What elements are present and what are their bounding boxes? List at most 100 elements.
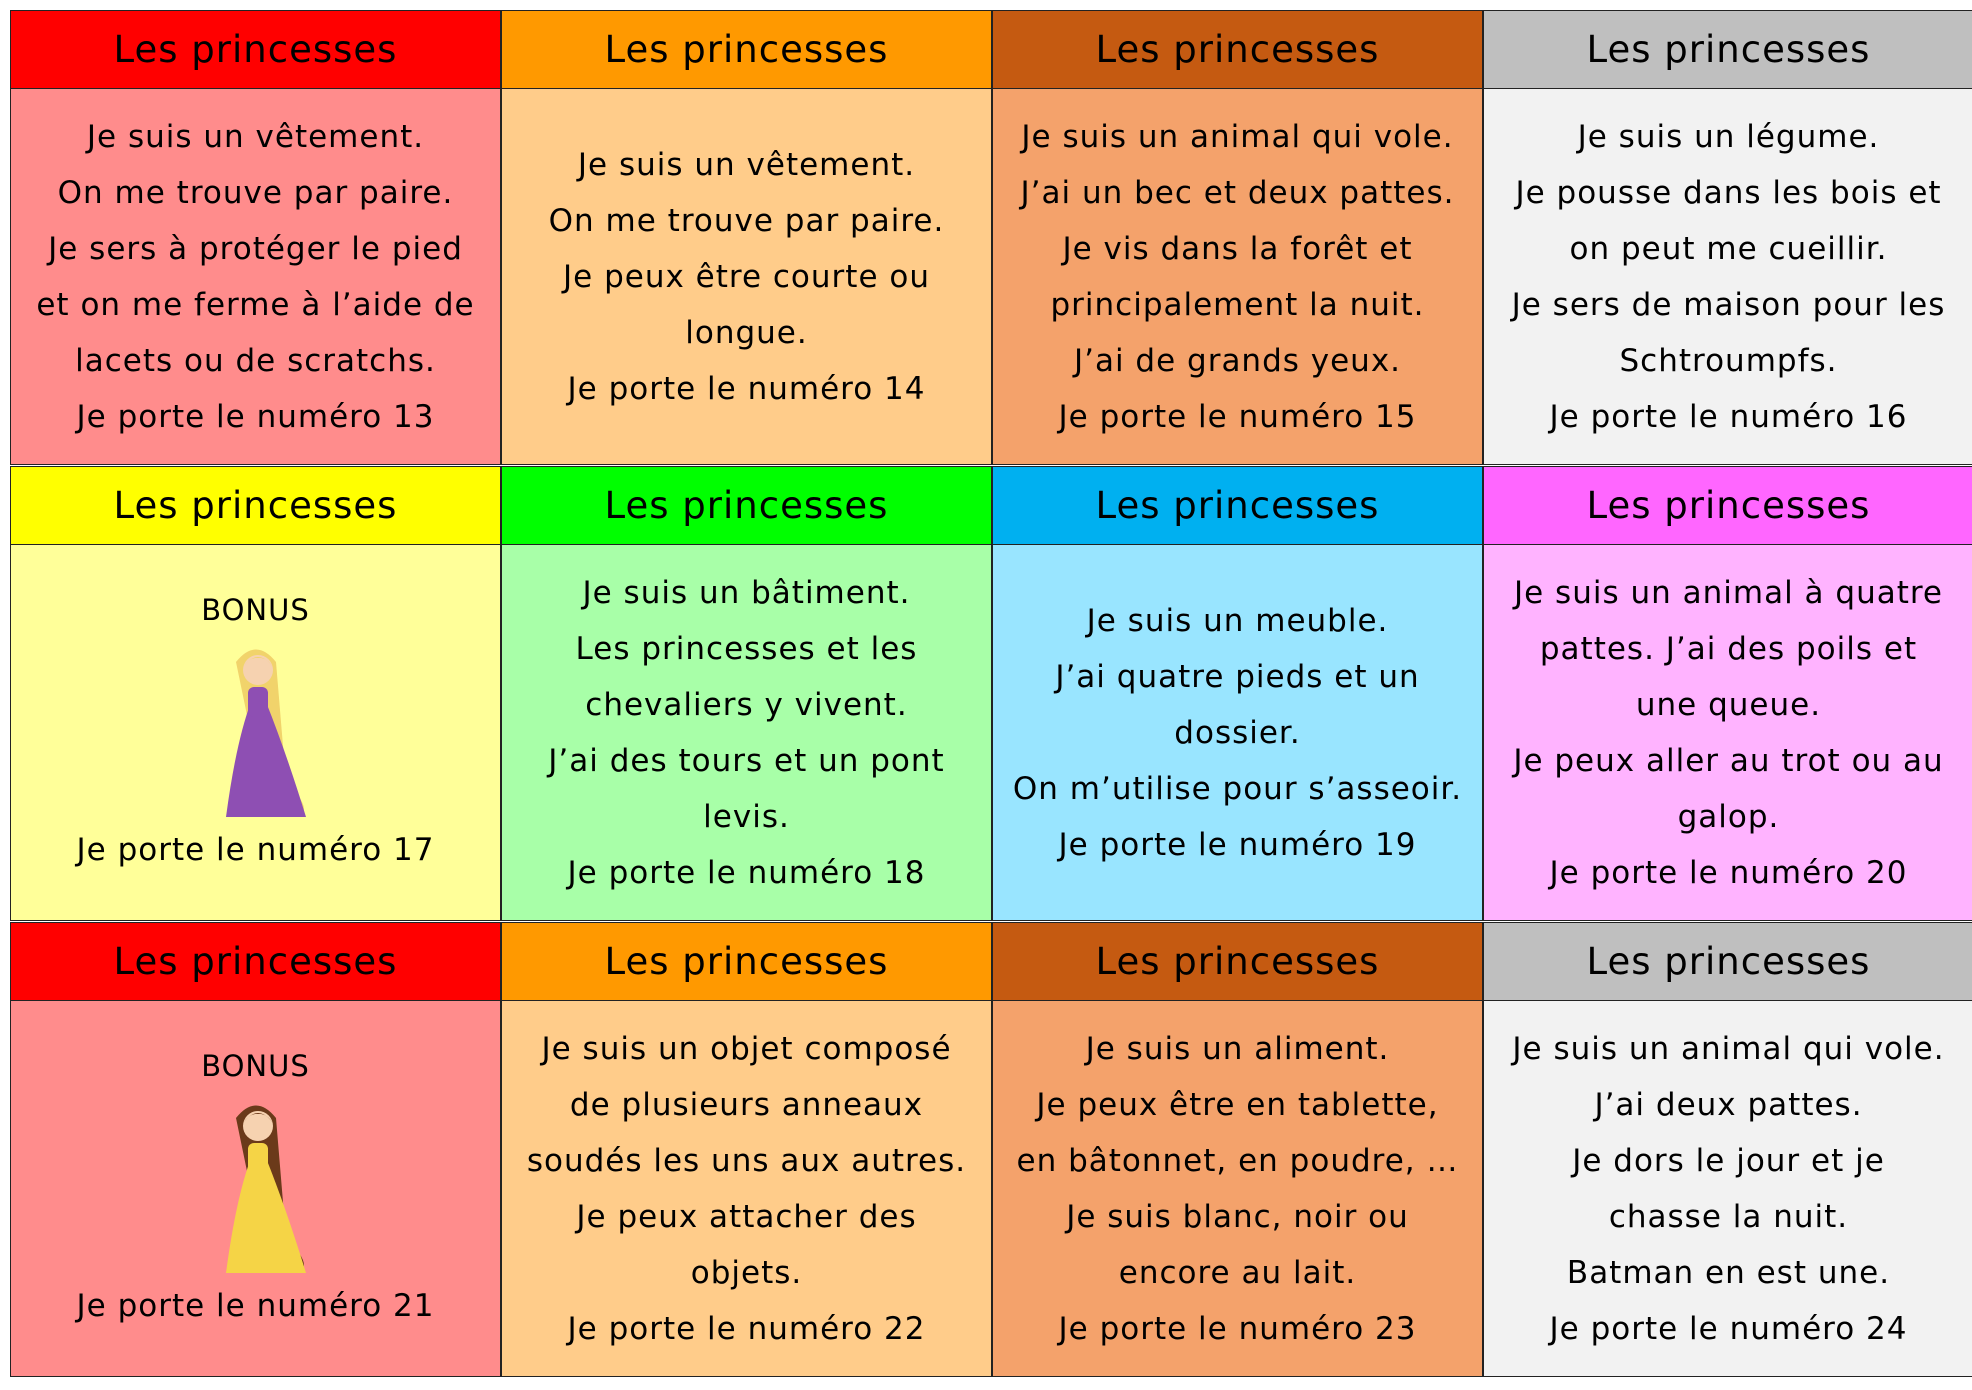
card-body: Je suis un légume. Je pousse dans les boi… [1484,89,1972,464]
clue-line: Je porte le numéro 15 [1058,399,1417,435]
clue-line: une queue. [1635,687,1822,723]
clue-line: Je suis un bâtiment. [582,575,911,611]
clue-line: levis. [703,799,790,835]
clue-line: on peut me cueillir. [1569,231,1888,267]
bonus-label: BONUS [201,593,310,627]
card: Les princesses Je suis un meuble. J’ai qua… [992,466,1483,921]
clue-line: Je porte le numéro 24 [1549,1311,1908,1347]
clue-line: On me trouve par paire. [548,203,945,239]
clue-line: J’ai deux pattes. [1594,1087,1863,1123]
card: Les princesses Je suis un légume. Je pouss… [1483,10,1972,465]
card-header: Les princesses [993,923,1482,1001]
clue-line: longue. [685,315,808,351]
card-header: Les princesses [502,11,991,89]
clue-line: principalement la nuit. [1050,287,1425,323]
card: Les princesses Je suis un aliment. Je peux… [992,922,1483,1377]
clue-line: Je porte le numéro 21 [76,1288,435,1324]
card-body: Je suis un animal à quatre pattes. J’ai d… [1484,545,1972,920]
clue-line: dossier. [1174,715,1301,751]
card: Les princesses Je suis un bâtiment. Les pr… [501,466,992,921]
clue-line: Je porte le numéro 18 [567,855,926,891]
card: Les princesses Je suis un vêtement. On me … [10,10,501,465]
clue-line: Je dors le jour et je [1572,1143,1885,1179]
clue-line: Je suis blanc, noir ou [1066,1199,1409,1235]
clue-line: galop. [1677,799,1780,835]
card-body: BONUS Je porte le numéro 21 [11,1001,500,1376]
card-header: Les princesses [502,467,991,545]
clue-line: Je sers à protéger le pied [48,231,463,267]
card-header: Les princesses [11,467,500,545]
card: Les princesses Je suis un vêtement. On me … [501,10,992,465]
clue-line: Je peux attacher des [576,1199,917,1235]
clue-line: On me trouve par paire. [57,175,454,211]
clue-line: Je suis un vêtement. [86,119,425,155]
clue-line: Je porte le numéro 19 [1058,827,1417,863]
clue-line: Les princesses et les [575,631,918,667]
card-body: Je suis un bâtiment. Les princesses et le… [502,545,991,920]
clue-line: Schtroumpfs. [1619,343,1838,379]
card-header: Les princesses [1484,467,1972,545]
card-body: Je suis un vêtement. On me trouve par pai… [11,89,500,464]
clue-line: J’ai un bec et deux pattes. [1020,175,1455,211]
card-body: Je suis un vêtement. On me trouve par pai… [502,89,991,464]
card: Les princesses BONUS Je porte le numéro 1… [10,466,501,921]
clue-line: Je suis un objet composé [541,1031,952,1067]
clue-line: J’ai des tours et un pont [548,743,945,779]
card-body: Je suis un aliment. Je peux être en table… [993,1001,1482,1376]
card-body: Je suis un objet composé de plusieurs ann… [502,1001,991,1376]
card: Les princesses Je suis un animal qui vole… [992,10,1483,465]
card-header: Les princesses [1484,11,1972,89]
bonus-label: BONUS [201,1049,310,1083]
clue-line: Je vis dans la forêt et [1062,231,1413,267]
clue-line: Batman en est une. [1566,1255,1891,1291]
clue-line: Je porte le numéro 16 [1549,399,1908,435]
card-body: Je suis un meuble. J’ai quatre pieds et u… [993,545,1482,920]
clue-line: Je porte le numéro 14 [567,371,926,407]
clue-line: chevaliers y vivent. [585,687,908,723]
clue-line: On m’utilise pour s’asseoir. [1012,771,1463,807]
card-header: Les princesses [11,11,500,89]
clue-line: Je suis un vêtement. [577,147,916,183]
clue-line: J’ai de grands yeux. [1073,343,1402,379]
clue-line: objets. [690,1255,803,1291]
clue-line: Je suis un animal qui vole. [1021,119,1454,155]
clue-line: Je sers de maison pour les [1511,287,1946,323]
clue-line: Je suis un animal qui vole. [1512,1031,1945,1067]
card-header: Les princesses [1484,923,1972,1001]
princess-illustration [225,649,306,817]
card: Les princesses Je suis un animal à quatre… [1483,466,1972,921]
card-body: Je suis un animal qui vole. J’ai deux pat… [1484,1001,1972,1376]
card-header: Les princesses [502,923,991,1001]
clue-line: Je suis un légume. [1577,119,1880,155]
clue-line: Je porte le numéro 23 [1058,1311,1417,1347]
card-body: BONUS Je porte le numéro 17 [11,545,500,920]
card-header: Les princesses [993,467,1482,545]
clue-line: Je pousse dans les bois et [1515,175,1942,211]
clue-line: Je porte le numéro 20 [1549,855,1908,891]
clue-line: Je suis un meuble. [1086,603,1389,639]
card: Les princesses BONUS Je porte le numéro 2… [10,922,501,1377]
clue-line: pattes. J’ai des poils et [1539,631,1918,667]
card-grid: Les princesses Je suis un vêtement. On me … [10,10,1972,1390]
card: Les princesses Je suis un objet composé de… [501,922,992,1377]
clue-line: Je peux être en tablette, [1036,1087,1439,1123]
clue-line: Je peux être courte ou [563,259,930,295]
clue-line: Je suis un animal à quatre [1513,575,1943,611]
clue-line: encore au lait. [1118,1255,1357,1291]
clue-line: de plusieurs anneaux [569,1087,924,1123]
clue-line: en bâtonnet, en poudre, … [1016,1143,1459,1179]
clue-line: lacets ou de scratchs. [75,343,436,379]
clue-line: Je porte le numéro 13 [76,399,435,435]
clue-line: Je suis un aliment. [1085,1031,1390,1067]
clue-line: Je porte le numéro 17 [76,832,435,868]
card-body: Je suis un animal qui vole. J’ai un bec e… [993,89,1482,464]
clue-line: et on me ferme à l’aide de [36,287,475,323]
clue-line: J’ai quatre pieds et un [1055,659,1420,695]
princess-illustration [225,1105,306,1273]
card: Les princesses Je suis un animal qui vole… [1483,922,1972,1377]
clue-line: Je porte le numéro 22 [567,1311,926,1347]
clue-line: soudés les uns aux autres. [526,1143,967,1179]
clue-line: chasse la nuit. [1608,1199,1849,1235]
card-header: Les princesses [11,923,500,1001]
